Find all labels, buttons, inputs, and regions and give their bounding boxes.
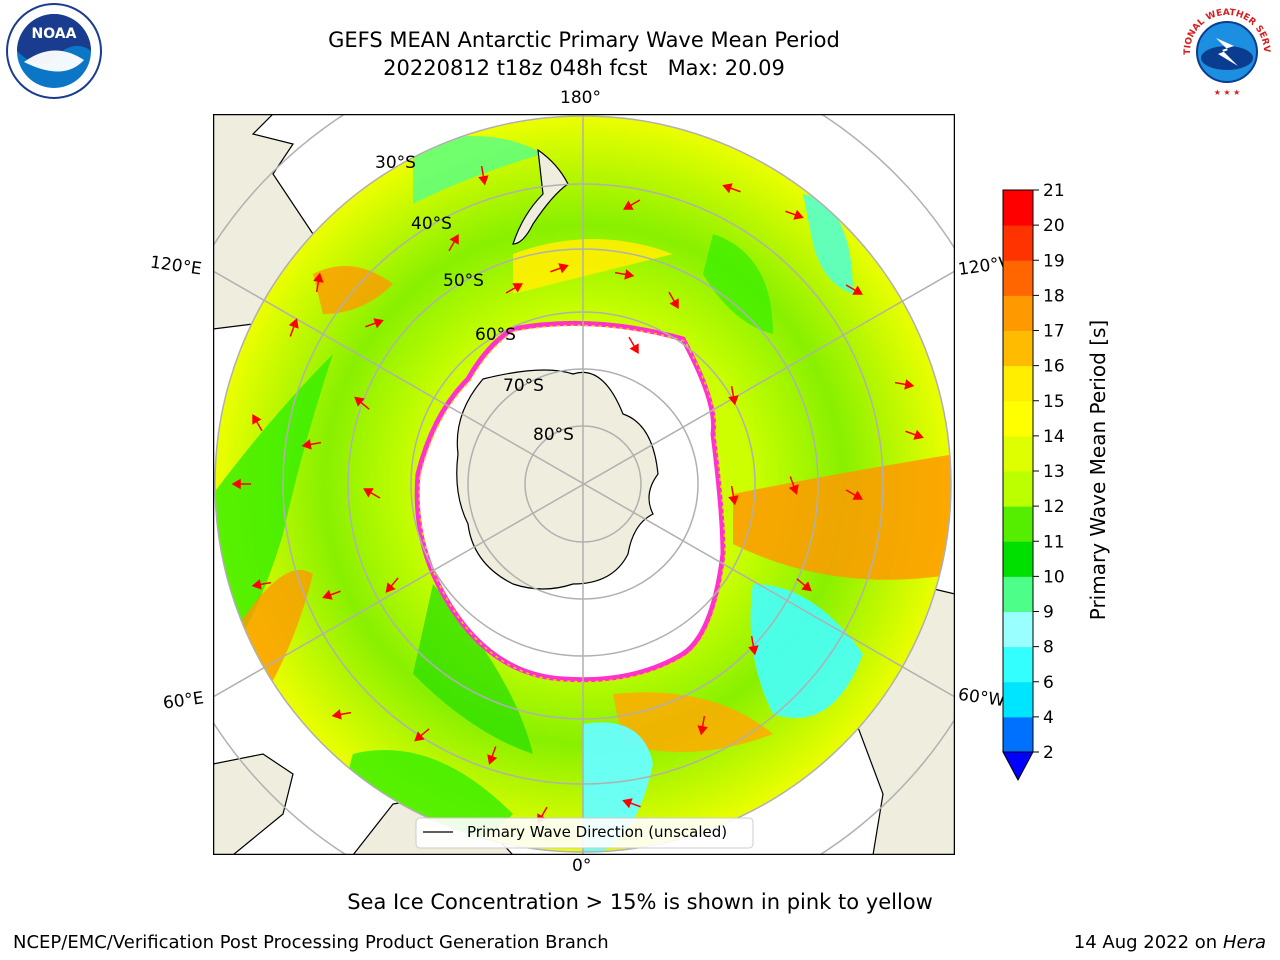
colorbar-segment — [1003, 295, 1033, 331]
colorbar-segment — [1003, 330, 1033, 367]
lon-label-0: 0° — [572, 856, 592, 876]
map-border — [212, 113, 956, 856]
footer-branch: NCEP/EMC/Verification Post Processing Pr… — [13, 932, 609, 953]
colorbar-label-wrap: Primary Wave Mean Period [s] — [1083, 190, 1113, 750]
title-line-1: GEFS MEAN Antarctic Primary Wave Mean Pe… — [328, 28, 840, 52]
colorbar-segment — [1003, 400, 1033, 437]
colorbar-segment — [1003, 260, 1033, 296]
footer-date-text: 14 Aug 2022 on — [1073, 932, 1218, 953]
colorbar-segment — [1003, 576, 1033, 612]
lon-label-120e: 120°E — [148, 252, 203, 280]
colorbar-segment — [1003, 435, 1033, 472]
noaa-logo: NOAA — [4, 2, 104, 100]
colorbar-segment — [1003, 541, 1033, 577]
colorbar-segment — [1003, 611, 1033, 648]
colorbar-tick-label: 6 — [1043, 673, 1054, 693]
lon-label-180: 180° — [560, 88, 601, 108]
map-title: GEFS MEAN Antarctic Primary Wave Mean Pe… — [214, 26, 954, 82]
colorbar-tick-label: 19 — [1043, 251, 1065, 271]
lon-label-60e: 60°E — [161, 688, 206, 714]
colorbar-tick-label: 2 — [1043, 743, 1054, 763]
antarctica — [456, 369, 659, 590]
lat-label-70: 70°S — [503, 376, 544, 396]
colorbar-tick-label: 10 — [1043, 567, 1065, 587]
colorbar-tick-label: 8 — [1043, 638, 1054, 658]
colorbar-segment — [1003, 471, 1033, 507]
colorbar-segment — [1003, 681, 1033, 718]
polar-map: 30°S 40°S 50°S 60°S 70°S 80°S Primary Wa… — [212, 113, 956, 856]
colorbar-label: Primary Wave Mean Period [s] — [1086, 319, 1110, 621]
lat-label-80: 80°S — [533, 425, 574, 445]
latitude-labels: 30°S 40°S 50°S 60°S 70°S 80°S — [375, 153, 574, 445]
colorbar-segment — [1003, 365, 1033, 402]
lat-label-60: 60°S — [475, 325, 516, 345]
footer-machine: Hera — [1222, 932, 1266, 953]
colorbar-svg: 2 4 6 8 9 10 11 12 13 14 15 16 17 18 19 20 21 — [1002, 181, 1065, 782]
new-zealand — [512, 148, 569, 245]
wave-direction-arrows — [231, 165, 924, 824]
colorbar-segment — [1003, 190, 1033, 226]
colorbar-tick-label: 20 — [1043, 216, 1065, 236]
colorbar-segment — [1003, 646, 1033, 683]
colorbar-tick-label: 21 — [1043, 181, 1065, 201]
colorbar-segment — [1003, 506, 1033, 542]
colorbar-tick-label: 16 — [1043, 357, 1065, 377]
colorbar: 2 4 6 8 9 10 11 12 13 14 15 16 17 18 19 20 21 — [985, 180, 1135, 790]
sea-ice-note: Sea Ice Concentration > 15% is shown in … — [347, 890, 933, 914]
legend-label: Primary Wave Direction (unscaled) — [467, 823, 727, 841]
lat-label-30: 30°S — [375, 153, 416, 173]
lat-label-50: 50°S — [443, 271, 484, 291]
arrow-legend: Primary Wave Direction (unscaled) — [415, 817, 754, 849]
colorbar-tick-label: 15 — [1043, 392, 1065, 412]
title-line-2: 20220812 t18z 048h fcst Max: 20.09 — [383, 56, 785, 80]
colorbar-tick-label: 9 — [1043, 603, 1054, 623]
colorbar-tick-label: 11 — [1043, 532, 1065, 552]
colorbar-tick-label: 14 — [1043, 427, 1065, 447]
polar-map-svg: 30°S 40°S 50°S 60°S 70°S 80°S Primary Wa… — [212, 113, 956, 856]
colorbar-tick-label: 13 — [1043, 462, 1065, 482]
colorbar-segment — [1003, 225, 1033, 261]
colorbar-tick-label: 17 — [1043, 322, 1065, 342]
colorbar-tick-label: 18 — [1043, 286, 1065, 306]
footer-date: 14 Aug 2022 on Hera — [1074, 932, 1266, 953]
colorbar-segment — [1003, 716, 1033, 753]
svg-text:★ ★ ★: ★ ★ ★ — [1214, 88, 1241, 97]
lat-label-40: 40°S — [411, 214, 452, 234]
noaa-logo-text: NOAA — [32, 26, 77, 42]
colorbar-tick-label: 4 — [1043, 708, 1054, 728]
longitude-grid — [213, 114, 955, 855]
colorbar-under-triangle — [1002, 751, 1034, 782]
nws-logo: NATIONAL WEATHER SERVICE ★ ★ ★ — [1172, 0, 1278, 100]
colorbar-tick-label: 12 — [1043, 497, 1065, 517]
